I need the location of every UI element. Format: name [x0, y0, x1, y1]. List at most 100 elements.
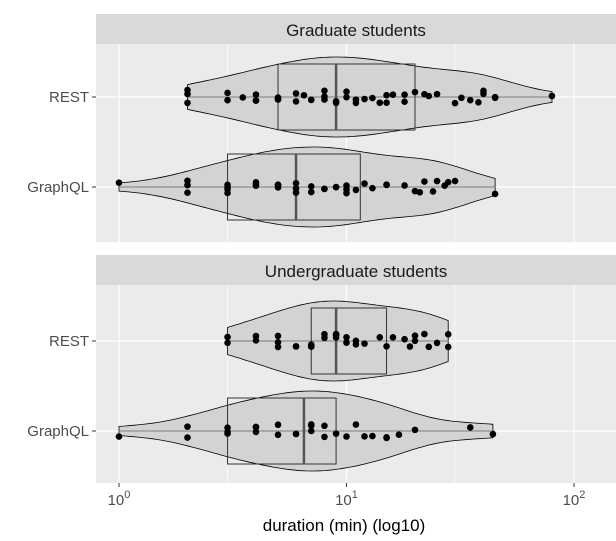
data-point: [252, 180, 260, 188]
x-tick-label: 100: [108, 489, 131, 509]
data-point: [224, 333, 231, 341]
facet-title-undergraduate: Undergraduate students: [265, 262, 447, 281]
data-point: [343, 433, 350, 440]
data-point: [444, 330, 452, 338]
data-point: [274, 431, 282, 439]
data-point: [343, 189, 350, 197]
data-point: [548, 92, 556, 100]
data-point: [383, 91, 390, 99]
data-point: [361, 95, 368, 103]
data-point: [343, 182, 350, 189]
data-point: [343, 339, 350, 346]
data-point: [292, 98, 300, 105]
facet-strip-undergraduate: [96, 255, 616, 285]
data-point: [429, 188, 437, 195]
data-point: [376, 99, 384, 107]
facet-undergraduate: Undergraduate students REST GraphQL: [27, 255, 616, 483]
data-point: [274, 95, 282, 103]
data-point: [421, 330, 428, 338]
data-point: [352, 96, 360, 103]
data-point: [406, 343, 414, 350]
data-point: [321, 422, 328, 430]
x-axis: 100 101 102: [108, 483, 586, 509]
data-point: [475, 98, 482, 106]
data-point: [389, 91, 397, 98]
data-point: [361, 180, 368, 187]
data-point: [451, 99, 459, 107]
data-point: [292, 343, 300, 350]
data-point: [433, 339, 441, 347]
data-point: [321, 433, 328, 441]
data-point: [451, 177, 459, 185]
data-point: [292, 179, 300, 187]
data-point: [321, 93, 328, 100]
data-point: [369, 184, 376, 192]
data-point: [115, 433, 123, 440]
data-point: [352, 186, 360, 194]
data-point: [343, 93, 350, 101]
data-point: [411, 426, 419, 434]
data-point: [274, 343, 282, 351]
data-point: [361, 340, 368, 347]
data-point: [343, 333, 350, 341]
facet-graduate: Graduate students REST GraphQL: [27, 14, 616, 242]
data-point: [383, 181, 390, 188]
data-point: [401, 91, 408, 98]
data-point: [466, 424, 474, 431]
data-point: [321, 330, 328, 338]
data-point: [115, 179, 123, 187]
y-axis-undergraduate: REST GraphQL: [27, 333, 96, 440]
marks-undergraduate: [115, 300, 497, 472]
data-point: [421, 178, 428, 185]
data-point: [444, 343, 452, 351]
x-axis-title: duration (min) (log10): [263, 516, 426, 535]
data-point: [292, 189, 300, 196]
facet-title-graduate: Graduate students: [286, 21, 426, 40]
data-point: [239, 94, 247, 101]
data-point: [332, 430, 340, 437]
data-point: [352, 337, 360, 345]
data-point: [224, 89, 231, 97]
data-point: [300, 91, 308, 99]
data-point: [411, 337, 419, 345]
data-point: [401, 335, 408, 343]
data-point: [184, 181, 191, 189]
data-point: [224, 339, 231, 347]
data-point: [376, 334, 384, 341]
data-point: [274, 332, 282, 340]
data-point: [224, 424, 231, 432]
data-point: [224, 430, 231, 437]
data-point: [252, 428, 260, 436]
data-point: [425, 343, 433, 351]
data-point: [184, 99, 191, 107]
data-point: [389, 333, 397, 341]
data-point: [383, 99, 390, 107]
data-point: [332, 98, 340, 105]
x-tick-label: 101: [335, 489, 358, 509]
data-point: [444, 178, 452, 186]
data-point: [224, 183, 231, 191]
data-point: [307, 188, 315, 196]
x-tick-label: 102: [563, 489, 586, 509]
data-point: [343, 88, 350, 96]
y-axis-graduate: REST GraphQL: [27, 89, 96, 196]
y-label-graphql: GraphQL: [27, 179, 89, 196]
data-point: [491, 190, 499, 198]
data-point: [274, 421, 282, 429]
data-point: [307, 341, 315, 348]
data-point: [307, 183, 315, 190]
data-point: [361, 433, 368, 440]
data-point: [411, 88, 419, 96]
data-point: [307, 96, 315, 104]
data-point: [480, 90, 487, 98]
data-point: [252, 337, 260, 344]
data-point: [184, 189, 191, 197]
data-point: [395, 431, 403, 439]
data-point: [224, 189, 231, 197]
data-point: [458, 94, 465, 102]
box: [310, 307, 388, 375]
data-point: [307, 427, 315, 435]
y-label-rest: REST: [49, 89, 89, 106]
data-point: [425, 92, 433, 100]
